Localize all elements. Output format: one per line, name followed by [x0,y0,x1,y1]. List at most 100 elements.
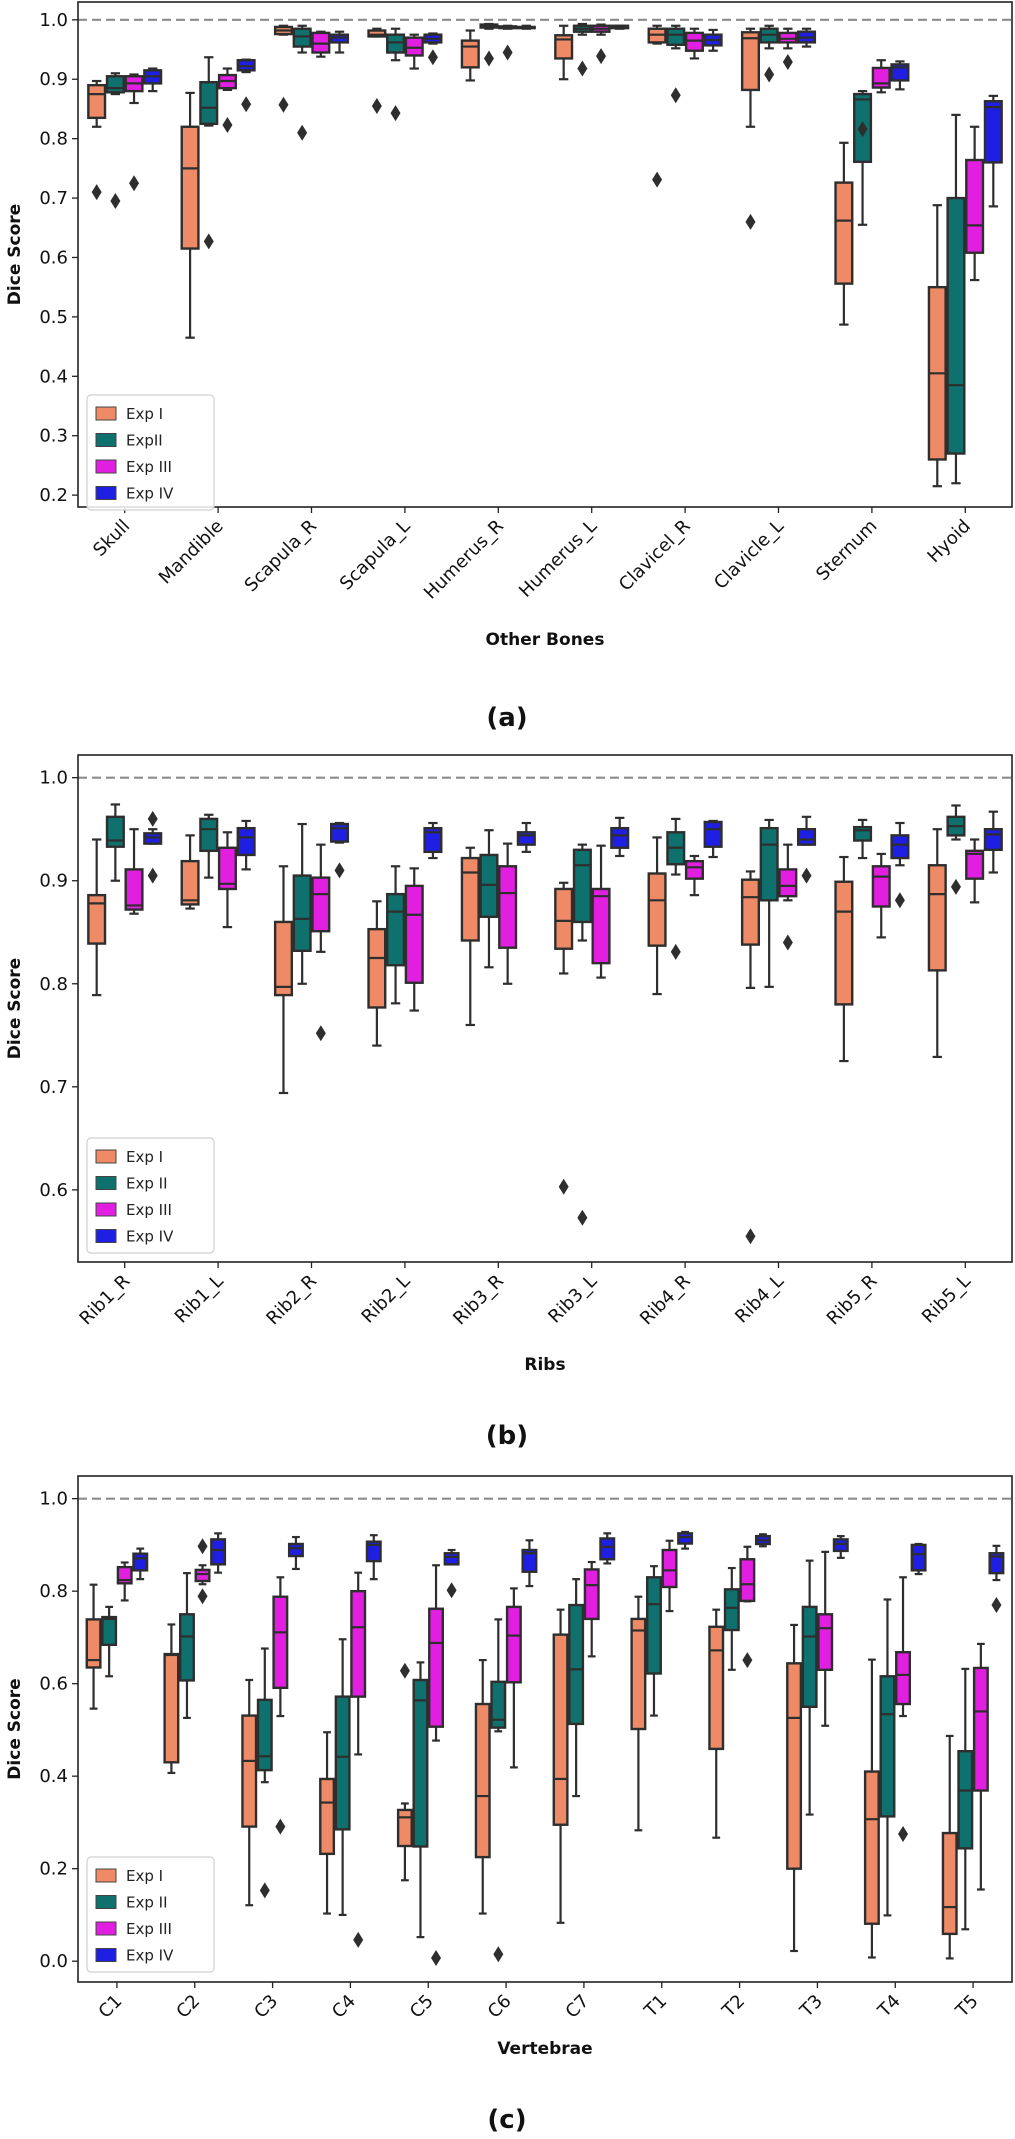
box-clavicel_r [684,27,704,60]
legend: Exp I Exp II Exp III Exp IV [86,1856,215,1973]
box-iqr [983,100,1003,164]
y-tick-label: 0.0 [39,1951,68,1972]
legend-label: Exp IV [126,485,174,503]
y-tick-label: 0.8 [39,974,68,995]
legend-swatch [95,459,117,474]
legend-swatch [95,486,117,500]
box-rib2_r [292,822,312,985]
box-t3 [801,1559,818,1816]
box-iqr [87,83,107,120]
box-rib3_l [554,881,574,1195]
box-t2 [754,1533,771,1548]
outlier-point [390,105,401,122]
box-c6 [474,1658,491,1915]
x-axis-label: Ribs [524,1355,565,1375]
box-rib3_l [591,844,611,979]
box-c3 [241,1678,258,1907]
x-tick-label: C3 [250,1991,282,2023]
box-scapula_r [329,30,350,54]
outlier-point [596,48,607,65]
outlier-point [129,175,140,192]
outlier-point [493,1946,504,1963]
box-rib1_l [236,819,256,871]
box-iqr [101,1615,118,1647]
outlier-point [399,1662,410,1679]
legend-swatch [95,1176,117,1190]
box-c4 [365,1534,382,1581]
series-expii [105,22,966,485]
box-iqr [723,1588,740,1632]
box-c6 [521,1539,538,1588]
box-humerus_l [591,23,611,65]
panel-label: (c) [487,2105,526,2135]
x-tick-label: T1 [640,1991,671,2022]
box-iqr [552,1633,569,1826]
outlier-point [297,124,308,141]
series-exp-iii [124,828,985,1042]
outlier-point [577,60,588,77]
box-iqr [460,856,480,942]
legend-swatch [95,433,117,447]
box-iqr [178,1613,195,1682]
box-rib4_l [740,870,761,1245]
box-iqr [85,1618,102,1669]
box-rib3_r [460,846,480,1027]
outlier-point [275,1818,286,1835]
legend-label: Exp I [126,1867,163,1885]
legend-box [86,394,215,511]
outlier-point [446,1582,457,1599]
legend-label: Exp III [126,1201,172,1219]
box-iqr [834,880,854,1006]
y-tick-label: 0.8 [39,129,68,150]
x-tick-label: Scapula_L [336,516,415,595]
box-c4 [350,1571,367,1948]
box-mandible [199,56,219,250]
x-tick-label: Scapula_R [241,516,321,596]
box-rib5_r [890,821,910,909]
box-iqr [988,1552,1005,1575]
outlier-point [91,184,102,201]
y-tick-label: 0.6 [39,1180,68,1201]
box-iqr [834,181,854,285]
box-c2 [194,1538,211,1605]
box-skull [124,73,144,192]
box-t3 [786,1623,803,1953]
series-exp-i [85,1583,958,1960]
box-rib1_r [143,810,163,884]
y-axis-label: Dice Score [5,958,25,1059]
box-t3 [832,1535,849,1559]
box-iqr [292,27,312,48]
x-tick-label: C2 [172,1991,204,2023]
box-rib2_l [386,865,406,1005]
outlier-point [782,54,793,71]
box-iqr [329,822,350,843]
x-tick-label: Rib4_L [731,1271,788,1328]
box-iqr [684,31,704,52]
box-iqr [287,1542,304,1558]
box-iqr [983,827,1003,852]
box-iqr [521,1548,538,1573]
x-tick-label: Clavicel_R [615,516,695,596]
x-tick-label: T4 [873,1991,904,2022]
box-iqr [105,75,125,94]
box-rib5_l [983,810,1003,874]
outlier-point [670,87,681,104]
legend-label: Exp IV [126,1228,174,1246]
box-iqr [599,1537,616,1561]
box-clavicel_r [703,28,723,52]
panel-label: (b) [486,1421,528,1451]
box-rib1_l [180,834,200,910]
box-iqr [871,66,891,89]
legend-swatch [95,1202,117,1217]
box-iqr [236,826,256,857]
x-tick-label: Rib1_L [171,1271,228,1328]
outlier-point [558,1178,569,1195]
box-clavicle_l [759,24,779,83]
x-tick-label: T2 [718,1991,749,2022]
box-iqr [910,1543,927,1572]
box-iqr [965,849,985,880]
box-iqr [946,196,966,455]
box-iqr [778,868,798,898]
box-rib4_r [703,819,723,859]
x-tick-label: Rib2_L [358,1271,415,1328]
